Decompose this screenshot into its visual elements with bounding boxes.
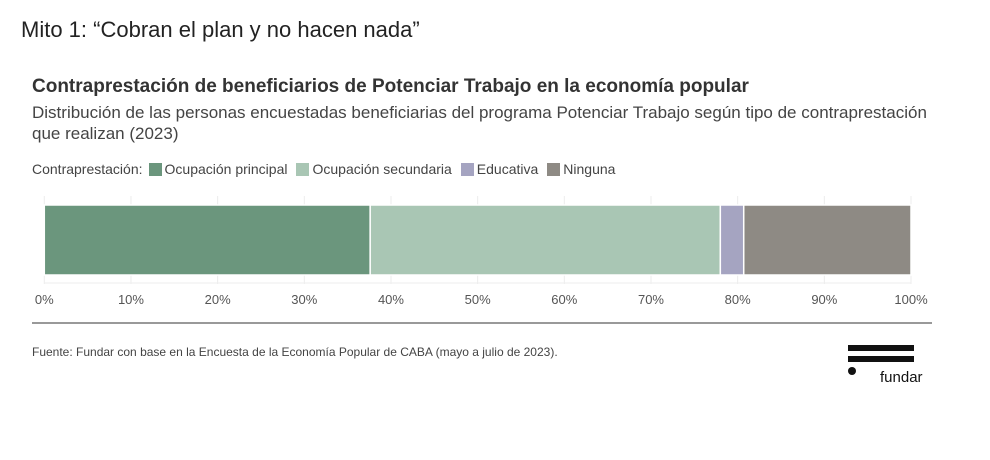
x-tick-label: 10% <box>118 292 144 307</box>
chart: 0% 10% 20% 30% 40% 50% 60% 70% 80% 90% 100% <box>32 196 932 324</box>
legend-label: Contraprestación: <box>32 161 143 177</box>
legend-text: Ocupación principal <box>164 161 288 177</box>
x-tick-label: 90% <box>811 292 837 307</box>
legend-text: Ocupación secundaria <box>312 161 452 177</box>
legend-item: Ninguna <box>547 161 615 177</box>
x-tick-label: 40% <box>378 292 404 307</box>
logo-text: fundar <box>880 369 923 386</box>
legend-swatch <box>547 163 561 176</box>
legend-item: Ocupación principal <box>148 161 288 177</box>
x-tick-label: 60% <box>551 292 577 307</box>
legend-text: Educativa <box>476 161 539 177</box>
x-tick-label: 100% <box>894 292 928 307</box>
bar-segment-2 <box>719 204 745 276</box>
section-heading: Mito 1: “Cobran el plan y no hacen nada” <box>21 17 420 42</box>
legend-item: Ocupación secundaria <box>296 161 452 177</box>
chart-subtitle: Distribución de las personas encuestadas… <box>32 103 927 143</box>
x-tick-label: 80% <box>725 292 751 307</box>
legend-swatch <box>460 163 474 176</box>
bar-segment-1 <box>369 204 722 276</box>
fundar-logo: fundar <box>848 345 923 390</box>
x-tick-label: 50% <box>465 292 491 307</box>
bar-segment-3 <box>742 204 912 276</box>
source-note: Fuente: Fundar con base en la Encuesta d… <box>32 345 558 359</box>
chart-title: Contraprestación de beneficiarios de Pot… <box>32 76 749 97</box>
legend-swatch <box>296 163 310 176</box>
bar-segment-0 <box>43 204 371 276</box>
x-tick-label: 20% <box>205 292 231 307</box>
x-tick-label: 70% <box>638 292 664 307</box>
legend: Contraprestación: Ocupación principal Ocu… <box>32 161 620 177</box>
legend-swatch <box>148 163 162 176</box>
legend-item: Educativa <box>460 161 539 177</box>
x-tick-label: 30% <box>291 292 317 307</box>
x-tick-label: 0% <box>35 292 54 307</box>
legend-text: Ninguna <box>563 161 616 177</box>
